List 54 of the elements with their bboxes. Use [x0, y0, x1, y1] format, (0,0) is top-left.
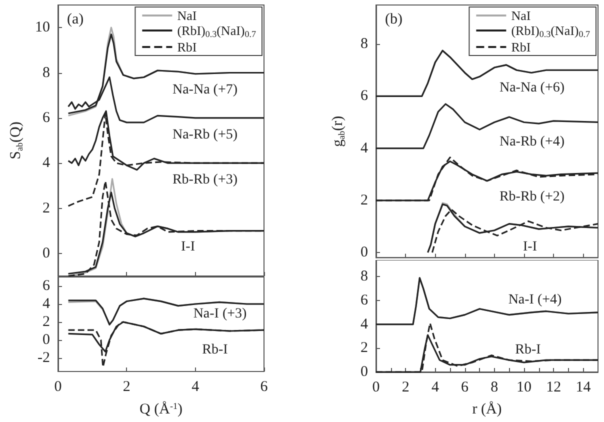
y-tick-label: 0	[42, 332, 50, 348]
annotation: Na-Rb (+5)	[172, 128, 238, 142]
annotation: Na-I (+3)	[193, 306, 248, 322]
y-tick-label: 8	[42, 64, 50, 81]
chart-title: (b)	[385, 12, 402, 28]
x-tick-label: 2	[122, 379, 130, 395]
annotation: Rb-I	[515, 342, 542, 358]
y-tick-label: 4	[360, 140, 368, 156]
y-axis-title: Sab(Q)	[8, 122, 25, 160]
annotation: Rb-I	[202, 342, 228, 358]
x-tick-label: 4	[431, 380, 440, 396]
annotation: Na-Na (+6)	[499, 80, 565, 96]
x-tick-label: 14	[576, 380, 592, 396]
y-tick-label: 6	[42, 278, 50, 294]
x-tick-label: 8	[490, 380, 498, 396]
y-tick-label: 4	[42, 155, 50, 172]
y-tick-label: 4	[42, 296, 50, 312]
x-tick-label: 6	[260, 379, 268, 395]
y-tick-label: 2	[42, 200, 50, 216]
annotation: I-I	[181, 240, 196, 254]
x-tick-label: 6	[461, 380, 470, 396]
y-tick-label: 6	[360, 88, 368, 104]
y-tick-label: 6	[42, 110, 50, 126]
x-tick-label: 0	[372, 380, 380, 396]
annotation: Rb-Rb (+2)	[499, 190, 565, 204]
y-tick-label: 10	[35, 20, 50, 36]
annotation: Na-Na (+7)	[172, 82, 238, 98]
y-axis-title: gab(r)	[330, 116, 346, 147]
y-tick-label: -2	[38, 350, 50, 366]
annotation: Rb-Rb (+3)	[172, 172, 238, 188]
annotation: Na-Rb (+4)	[499, 134, 565, 150]
x-axis-title: r (Å)	[472, 400, 502, 418]
legend-label: NaI	[177, 8, 197, 23]
legend-label: RbI	[511, 40, 531, 54]
y-tick-label: 4	[360, 316, 368, 332]
x-tick-label: 12	[546, 380, 562, 396]
x-tick-label: 0	[54, 379, 62, 395]
y-tick-label: 0	[42, 245, 50, 262]
y-tick-label: 2	[42, 314, 50, 330]
legend-label: RbI	[177, 40, 197, 54]
y-tick-label: 6	[360, 292, 368, 309]
y-tick-label: 0	[360, 244, 368, 260]
y-tick-label: 0	[360, 364, 368, 380]
legend-label: NaI	[511, 8, 531, 23]
y-tick-label: 8	[360, 268, 368, 285]
annotation: Na-I (+4)	[508, 292, 562, 308]
x-tick-label: 4	[192, 379, 200, 395]
annotation: I-I	[523, 240, 538, 254]
x-tick-label: 2	[402, 380, 410, 396]
y-tick-label: 8	[360, 36, 368, 52]
y-tick-label: 2	[360, 192, 368, 208]
chart-title: (a)	[67, 12, 84, 28]
x-tick-label: 10	[516, 380, 532, 396]
y-tick-label: 2	[360, 340, 368, 356]
